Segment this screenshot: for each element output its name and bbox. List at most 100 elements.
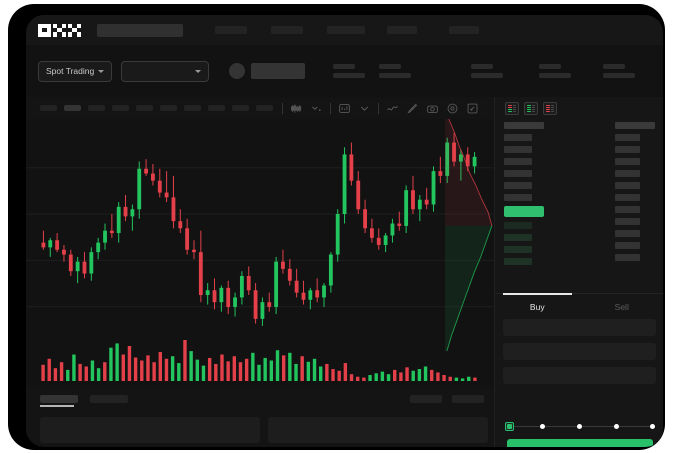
stat-volume-24h bbox=[539, 64, 572, 78]
candlestick-chart[interactable] bbox=[26, 119, 494, 334]
interval-1m[interactable] bbox=[40, 105, 57, 111]
tab-buy[interactable]: Buy bbox=[495, 293, 580, 319]
bottom-panel-left[interactable] bbox=[40, 417, 260, 443]
slider-stop-100[interactable] bbox=[650, 423, 655, 429]
bottom-tab-open-orders[interactable] bbox=[40, 395, 78, 403]
device-bezel: Spot Trading bbox=[8, 4, 665, 450]
bottom-tabs bbox=[26, 387, 494, 411]
top-navigation-bar bbox=[26, 15, 663, 45]
chevron-down-icon bbox=[195, 69, 202, 73]
interval-30m[interactable] bbox=[112, 105, 129, 111]
nav-item-5[interactable] bbox=[449, 26, 479, 34]
toolbar-divider bbox=[282, 102, 283, 114]
slider-handle[interactable] bbox=[505, 421, 514, 431]
pair-last-price bbox=[251, 63, 306, 79]
stat-high-24h bbox=[379, 64, 412, 78]
snapshot-camera-icon[interactable] bbox=[426, 102, 439, 115]
orderbook-bid-row[interactable] bbox=[504, 258, 532, 265]
order-total-field[interactable] bbox=[503, 367, 656, 384]
orderbook-view-both-icon[interactable] bbox=[505, 102, 519, 115]
nav-item-1[interactable] bbox=[215, 26, 247, 34]
bottom-panel-right[interactable] bbox=[268, 417, 488, 443]
orderbook-depth-overlay bbox=[445, 119, 493, 351]
slider-stop-50[interactable] bbox=[577, 423, 582, 429]
slider-stop-75[interactable] bbox=[614, 423, 619, 429]
bottom-tab-order-history[interactable] bbox=[90, 395, 128, 403]
nav-item-3[interactable] bbox=[327, 26, 365, 34]
slider-stop-25[interactable] bbox=[540, 423, 545, 429]
candlestick-chart-icon[interactable] bbox=[290, 102, 303, 115]
okx-logo[interactable] bbox=[38, 23, 81, 37]
chart-style-dropdown-icon[interactable] bbox=[310, 102, 323, 115]
orderbook-bid-row[interactable] bbox=[504, 246, 532, 253]
interval-1h[interactable] bbox=[136, 105, 153, 111]
nav-item-2[interactable] bbox=[271, 26, 303, 34]
percent-slider[interactable] bbox=[505, 419, 655, 433]
interval-1w[interactable] bbox=[208, 105, 225, 111]
orderbook-right-column bbox=[615, 122, 655, 261]
nav-item-4[interactable] bbox=[387, 26, 417, 34]
indicators-icon[interactable] bbox=[338, 102, 351, 115]
interval-1mo[interactable] bbox=[232, 105, 249, 111]
orderbook-ask-row[interactable] bbox=[504, 170, 532, 177]
orderbook-bid-row[interactable] bbox=[504, 222, 532, 229]
orderbook-size-row bbox=[615, 134, 640, 141]
drawing-tools-icon[interactable] bbox=[406, 102, 419, 115]
trading-pair-selector[interactable] bbox=[121, 60, 210, 82]
orderbook-size-row bbox=[615, 218, 640, 225]
market-type-dropdown[interactable]: Spot Trading bbox=[38, 60, 113, 82]
stat-low-24h bbox=[471, 64, 504, 78]
order-price-field[interactable] bbox=[503, 319, 656, 336]
toolbar-divider bbox=[378, 102, 379, 114]
orderbook-size-row bbox=[615, 146, 640, 153]
orderbook-bid-row[interactable] bbox=[504, 234, 532, 241]
interval-more[interactable] bbox=[256, 105, 273, 111]
orderbook-spread-price bbox=[504, 206, 544, 217]
volume-histogram bbox=[41, 340, 477, 381]
buy-sell-tabs: Buy Sell bbox=[495, 293, 663, 319]
okx-logo-x-icon bbox=[68, 23, 81, 37]
orderbook-ask-row[interactable] bbox=[504, 158, 532, 165]
orderbook-size-row bbox=[615, 254, 640, 261]
indicators-dropdown-icon[interactable] bbox=[358, 102, 371, 115]
orderbook-size-row bbox=[615, 194, 640, 201]
orderbook-trade-sidebar: Buy Sell bbox=[494, 97, 663, 447]
interval-15m[interactable] bbox=[88, 105, 105, 111]
app-screen: Spot Trading bbox=[26, 15, 663, 447]
orderbook-size-row bbox=[615, 242, 640, 249]
orderbook-ask-row[interactable] bbox=[504, 182, 532, 189]
orderbook-body[interactable] bbox=[495, 120, 663, 310]
orderbook-size-row bbox=[615, 182, 640, 189]
order-entry-form bbox=[495, 319, 663, 415]
buy-submit-button[interactable] bbox=[507, 439, 653, 447]
orderbook-ask-row[interactable] bbox=[504, 134, 532, 141]
line-chart-icon[interactable] bbox=[386, 102, 399, 115]
market-type-label: Spot Trading bbox=[46, 66, 95, 76]
tab-sell[interactable]: Sell bbox=[580, 294, 664, 319]
orderbook-left-column bbox=[504, 122, 544, 265]
okx-logo-k-icon bbox=[53, 23, 66, 37]
orderbook-view-bids-icon[interactable] bbox=[524, 102, 538, 115]
interval-5m[interactable] bbox=[64, 105, 81, 111]
pair-avatar bbox=[229, 63, 246, 79]
fullscreen-icon[interactable] bbox=[466, 102, 479, 115]
okx-logo-o-icon bbox=[38, 23, 51, 37]
orderbook-size-row bbox=[615, 206, 640, 213]
slider-track bbox=[509, 425, 655, 427]
price-chart-panel[interactable] bbox=[26, 119, 494, 387]
chart-settings-icon[interactable] bbox=[446, 102, 459, 115]
bottom-action-1[interactable] bbox=[410, 395, 442, 403]
bottom-tab-active-underline bbox=[40, 405, 74, 407]
orderbook-header bbox=[615, 122, 655, 129]
bottom-action-2[interactable] bbox=[452, 395, 484, 403]
chart-toolbar bbox=[26, 97, 486, 119]
orderbook-view-asks-icon[interactable] bbox=[543, 102, 557, 115]
tab-sell-label: Sell bbox=[614, 301, 629, 312]
interval-1d[interactable] bbox=[184, 105, 201, 111]
interval-4h[interactable] bbox=[160, 105, 177, 111]
orderbook-ask-row[interactable] bbox=[504, 146, 532, 153]
orderbook-ask-row[interactable] bbox=[504, 194, 532, 201]
orderbook-view-toggles bbox=[495, 97, 663, 120]
nav-search-box[interactable] bbox=[97, 23, 183, 37]
order-amount-field[interactable] bbox=[503, 343, 656, 360]
